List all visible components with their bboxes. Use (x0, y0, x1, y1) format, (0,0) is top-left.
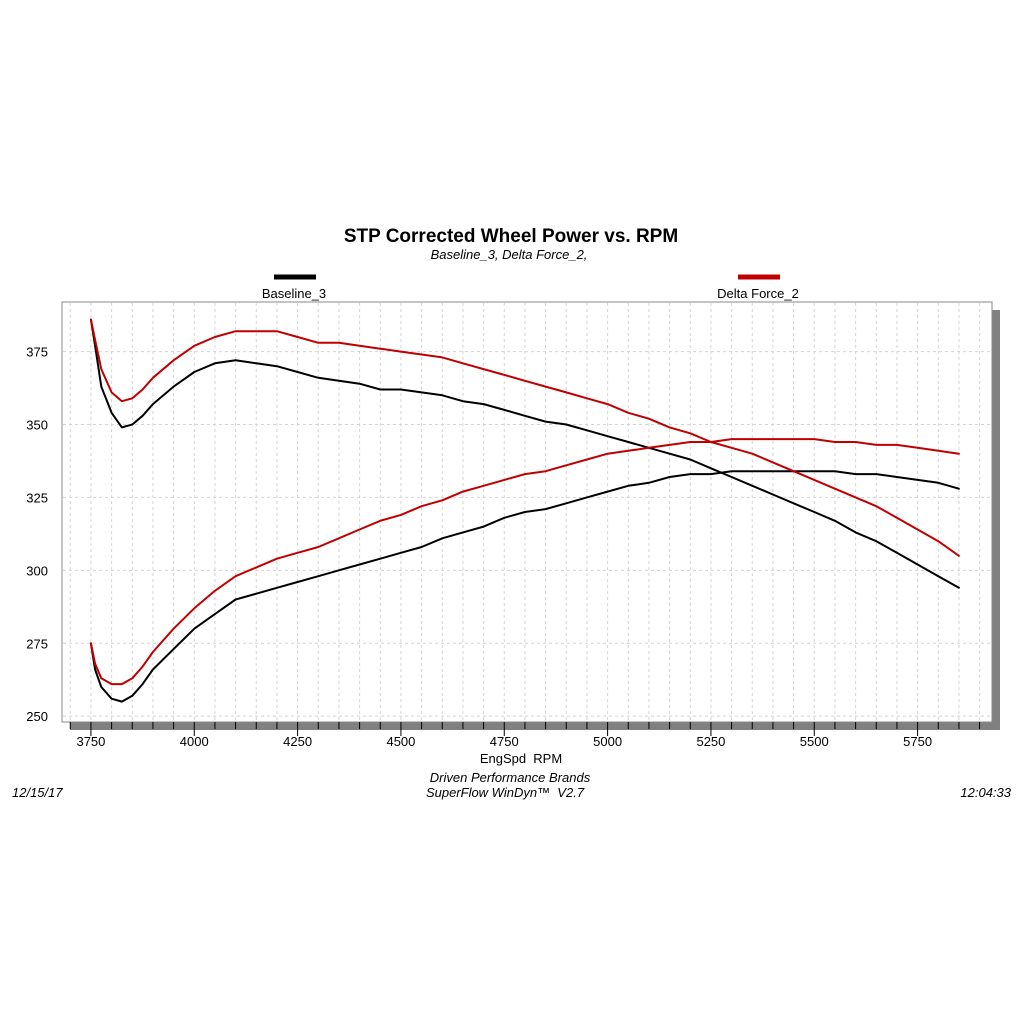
y-tick-label: 300 (26, 563, 48, 578)
y-tick-label: 275 (26, 636, 48, 651)
series-layer (89, 318, 960, 703)
x-tick-label: 4750 (490, 734, 519, 749)
footer-date: 12/15/17 (12, 785, 63, 800)
x-tick-label: 5250 (696, 734, 725, 749)
x-tick-label: 5500 (800, 734, 829, 749)
chart-subtitle: Baseline_3, Delta Force_2, (431, 247, 588, 262)
x-tick-label: 4000 (180, 734, 209, 749)
y-tick-label: 250 (26, 709, 48, 724)
grid (63, 303, 991, 721)
series-line-baseline-upper (89, 318, 960, 589)
y-tick-label: 375 (26, 345, 48, 360)
x-tick-label: 4500 (386, 734, 415, 749)
x-axis-label: EngSpd RPM (480, 751, 562, 766)
ticks: 3750 4000 4250 4500 4750 5000 5250 5500 5750 250 2… (26, 345, 981, 749)
x-tick-label: 5750 (903, 734, 932, 749)
series-line-delta-force-upper (89, 318, 960, 557)
x-tick-label: 5000 (593, 734, 622, 749)
x-tick-label: 4250 (283, 734, 312, 749)
plot-shadow-bottom (70, 722, 1000, 730)
y-tick-label: 325 (26, 490, 48, 505)
footer-software: SuperFlow WinDyn™ V2.7 (426, 785, 585, 800)
footer-company: Driven Performance Brands (430, 770, 591, 785)
plot-shadow-right (992, 310, 1000, 730)
y-tick-label: 350 (26, 418, 48, 433)
legend: Baseline_3 Delta Force_2 (262, 274, 799, 301)
legend-label-delta-force: Delta Force_2 (717, 286, 799, 301)
legend-label-baseline: Baseline_3 (262, 286, 326, 301)
footer-time: 12:04:33 (960, 785, 1011, 800)
chart-title: STP Corrected Wheel Power vs. RPM (344, 226, 678, 247)
series-line-delta-force-lower (89, 438, 960, 686)
series-line-baseline-lower (89, 470, 960, 703)
x-tick-label: 3750 (76, 734, 105, 749)
